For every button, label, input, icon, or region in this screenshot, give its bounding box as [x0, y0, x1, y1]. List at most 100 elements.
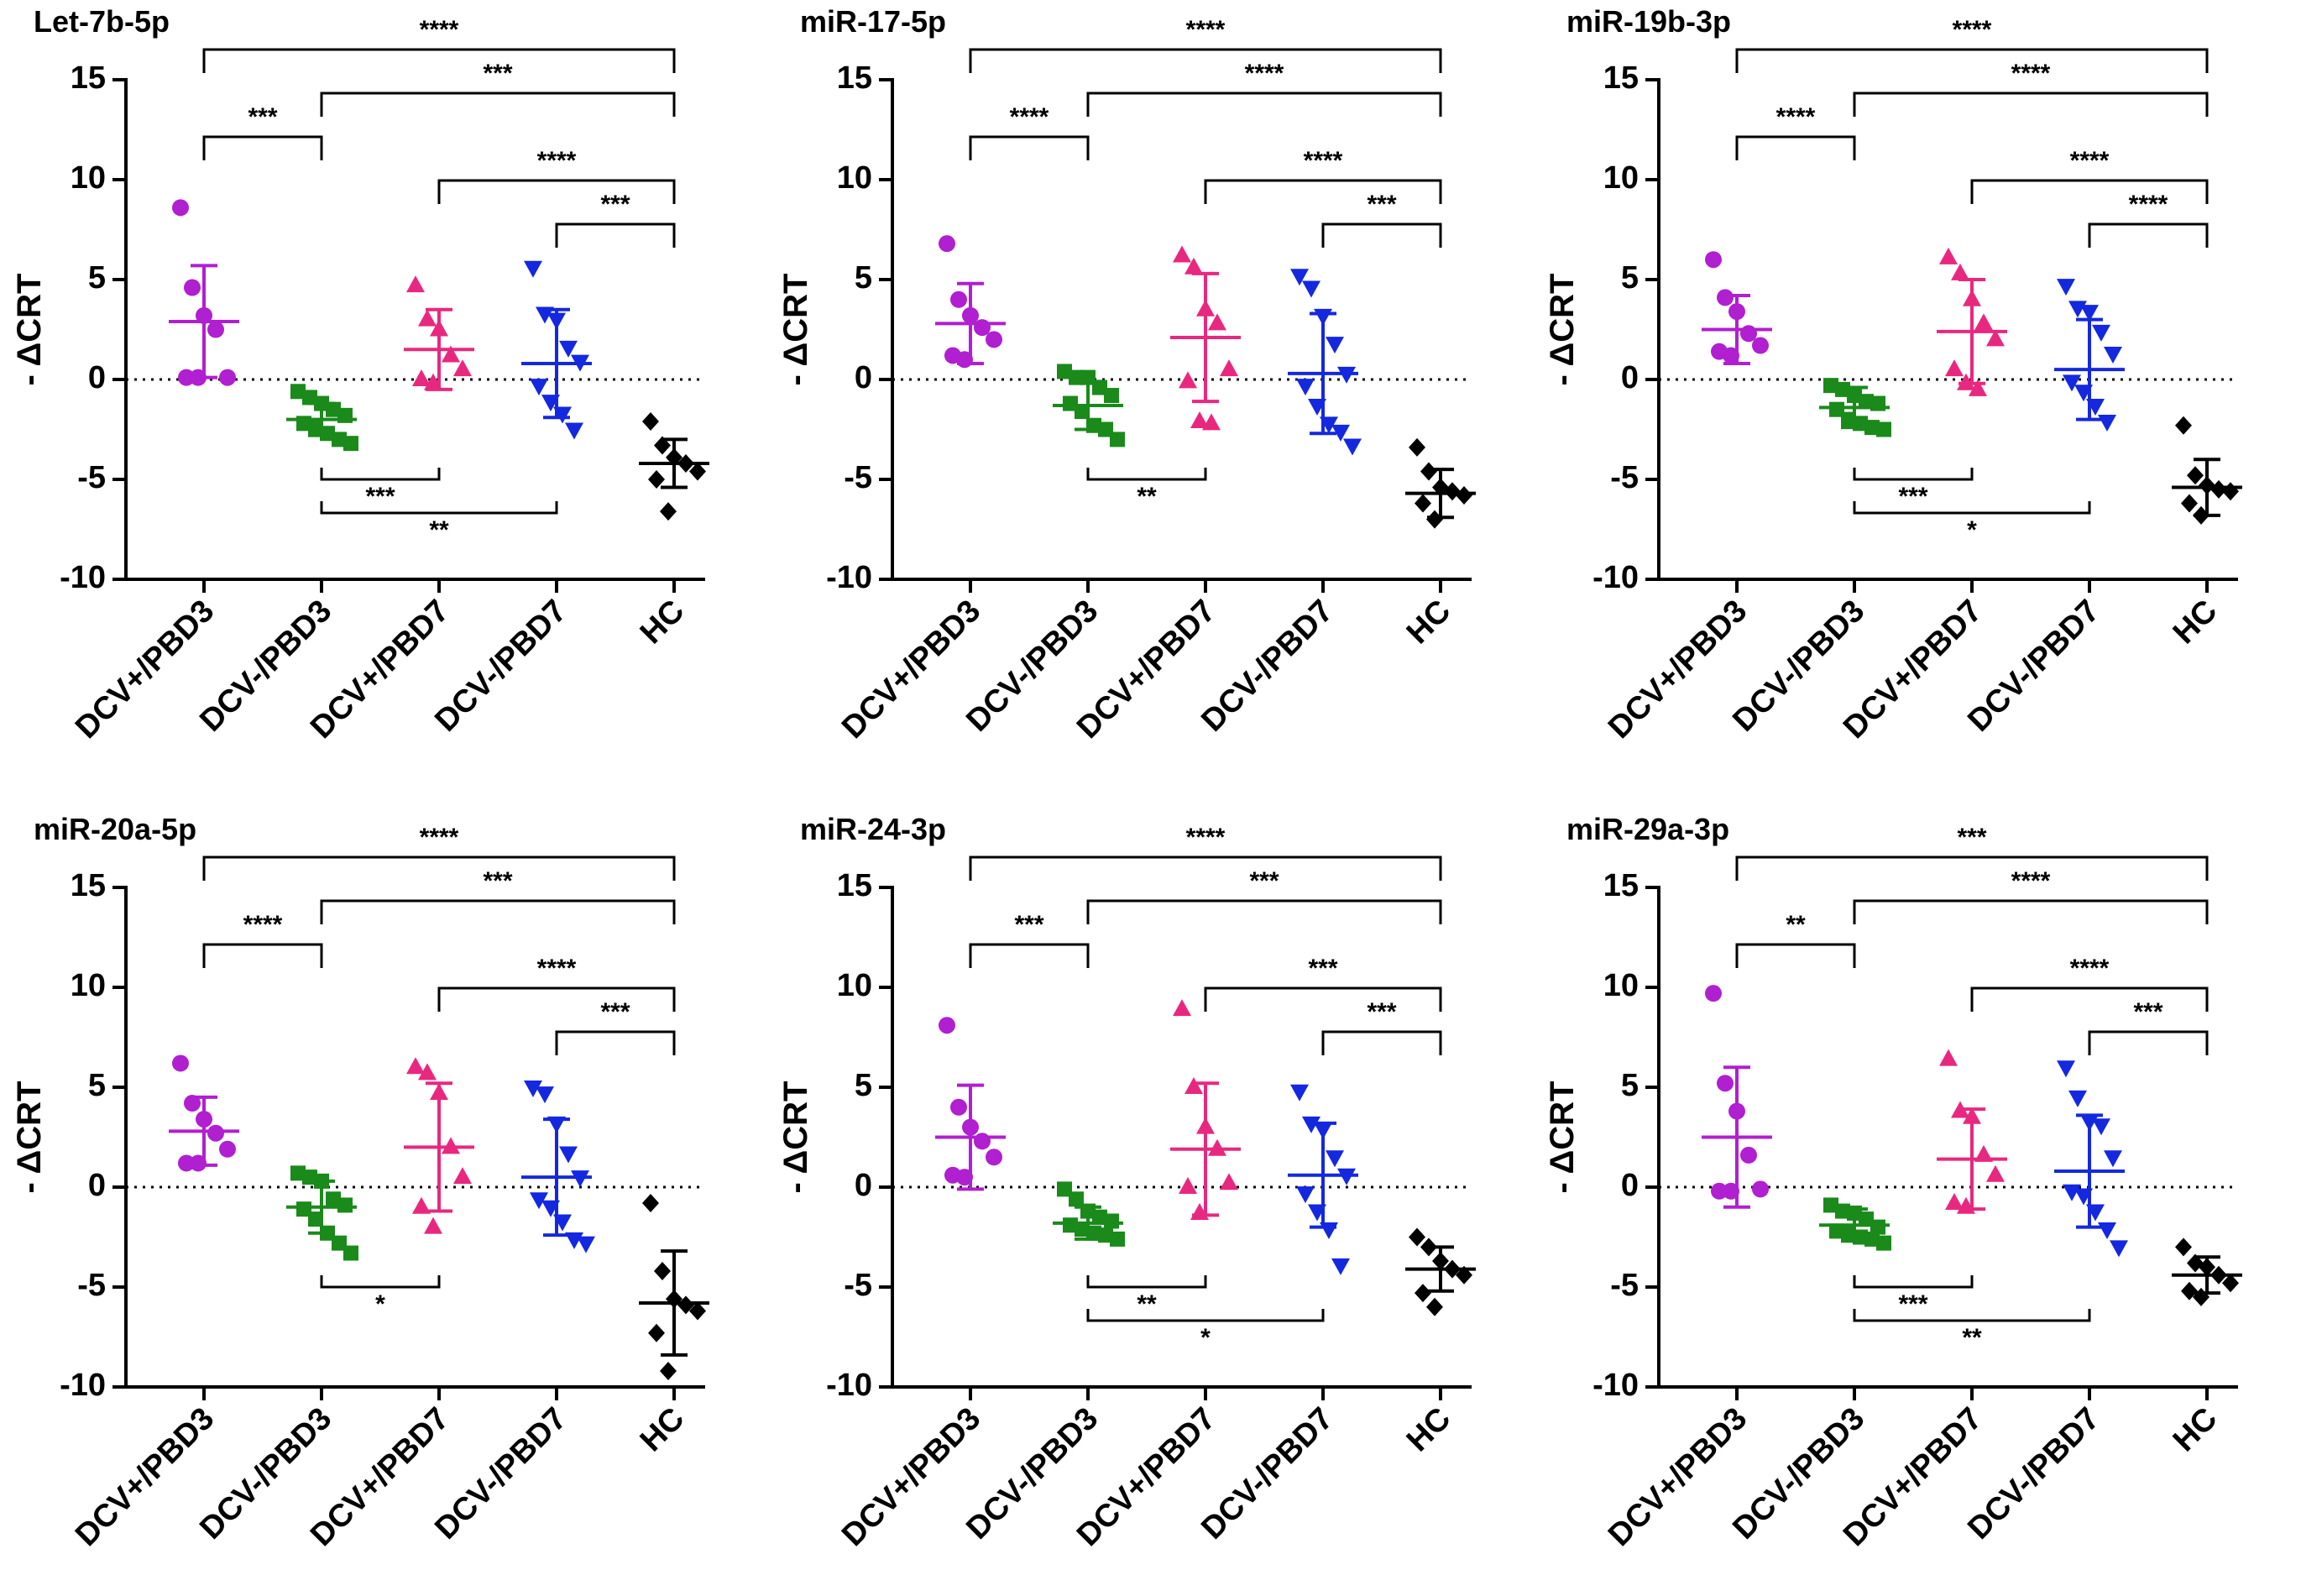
significance-label: ****	[2070, 955, 2110, 982]
data-point	[1752, 1180, 1769, 1198]
y-tick-label: 5	[88, 260, 106, 296]
significance-label: ****	[537, 955, 577, 982]
data-point	[524, 260, 542, 278]
x-tick-label: DCV+/PBD3	[69, 594, 221, 746]
significance-label: ****	[1245, 60, 1284, 87]
data-point	[302, 390, 317, 406]
data-point	[1179, 371, 1197, 389]
significance-bracket	[1853, 468, 1974, 481]
data-point	[1104, 1213, 1119, 1229]
data-point	[308, 1211, 323, 1227]
data-point	[219, 1140, 236, 1158]
data-point	[1415, 1284, 1431, 1303]
x-tick-label: HC	[2167, 1401, 2225, 1459]
x-tick-label: DCV+/PBD3	[69, 1401, 221, 1553]
chart-title: Let-7b-5p	[34, 4, 170, 39]
data-point	[1326, 1150, 1344, 1168]
data-point	[308, 420, 323, 436]
data-point	[2063, 374, 2081, 392]
data-point	[412, 369, 431, 386]
data-point	[1184, 1077, 1203, 1094]
data-point	[1986, 1164, 2005, 1182]
data-point	[530, 1192, 548, 1210]
y-tick-label: 10	[71, 160, 106, 196]
data-point	[1057, 364, 1072, 379]
y-tick-label: 15	[837, 60, 872, 96]
data-point	[296, 1201, 311, 1217]
significance-bracket	[1853, 1275, 1974, 1289]
significance-label: **	[1962, 1324, 1982, 1352]
y-tick-label: 10	[1603, 968, 1639, 1003]
significance-label: ***	[1367, 191, 1396, 218]
data-point	[648, 470, 665, 489]
data-point	[2057, 1060, 2075, 1078]
data-point	[1456, 486, 1472, 505]
significance-label: ***	[1308, 955, 1337, 982]
significance-bracket	[202, 856, 676, 881]
y-tick-label: 10	[837, 968, 872, 1003]
data-point	[406, 275, 425, 293]
data-point	[172, 199, 189, 217]
data-point	[1092, 379, 1107, 395]
data-point	[207, 321, 224, 338]
significance-label: ***	[1367, 998, 1396, 1026]
data-point	[1969, 379, 1987, 396]
y-tick-label: -5	[844, 1268, 872, 1303]
data-point	[559, 340, 578, 358]
data-point	[442, 345, 460, 363]
data-point	[2222, 482, 2239, 501]
data-point	[1092, 1209, 1107, 1225]
chart-title: miR-24-3p	[800, 812, 946, 846]
significance-bracket	[437, 986, 676, 1012]
significance-label: ***	[483, 867, 512, 895]
data-point	[178, 1154, 195, 1172]
data-point	[2104, 1150, 2122, 1168]
significance-bracket	[202, 135, 323, 160]
data-point	[660, 502, 677, 521]
data-point	[1415, 494, 1431, 513]
y-tick-label: -10	[1592, 560, 1639, 595]
significance-label: ***	[1898, 483, 1927, 510]
data-point	[424, 1217, 442, 1234]
data-point	[1740, 1146, 1757, 1164]
significance-label: ****	[2129, 191, 2168, 218]
data-point	[1290, 269, 1309, 286]
y-axis-label: - ΔCRT	[11, 1081, 48, 1194]
data-point	[1986, 329, 2005, 347]
y-tick-label: 10	[1603, 160, 1639, 196]
data-point	[1326, 337, 1344, 354]
data-point	[1752, 337, 1769, 354]
panel: miR-17-5p- ΔCRT-10-5051015DCV+/PBD3DCV-/…	[777, 4, 1476, 746]
data-point	[2104, 347, 2122, 364]
data-point	[1296, 1186, 1315, 1204]
panel: miR-24-3p- ΔCRT-10-5051015DCV+/PBD3DCV-/…	[777, 812, 1476, 1553]
data-point	[950, 1098, 967, 1116]
data-point	[207, 1124, 224, 1142]
data-point	[1173, 245, 1191, 263]
y-tick-label: 5	[855, 1068, 872, 1103]
data-point	[1420, 462, 1437, 481]
data-point	[1841, 1225, 1856, 1241]
significance-bracket	[1970, 179, 2209, 204]
data-point	[1945, 359, 1964, 377]
data-point	[1343, 438, 1362, 456]
y-tick-label: -10	[60, 1368, 106, 1403]
significance-label: ****	[1304, 147, 1343, 175]
y-tick-label: 15	[1603, 868, 1639, 903]
data-point	[1179, 1177, 1197, 1194]
significance-label: ****	[420, 824, 459, 851]
data-point	[184, 279, 201, 296]
significance-label: **	[1137, 1290, 1157, 1318]
data-point	[2181, 494, 2198, 513]
data-point	[1829, 1223, 1844, 1239]
significance-bracket	[320, 92, 676, 117]
significance-label: ***	[600, 998, 630, 1026]
y-axis-label: - ΔCRT	[1544, 1081, 1581, 1194]
data-point	[1202, 413, 1221, 431]
significance-label: ****	[1953, 16, 1992, 44]
significance-bracket	[1204, 179, 1442, 204]
data-point	[1717, 289, 1734, 306]
data-point	[1823, 1197, 1838, 1213]
significance-bracket	[1204, 986, 1442, 1012]
significance-label: *	[375, 1290, 385, 1318]
